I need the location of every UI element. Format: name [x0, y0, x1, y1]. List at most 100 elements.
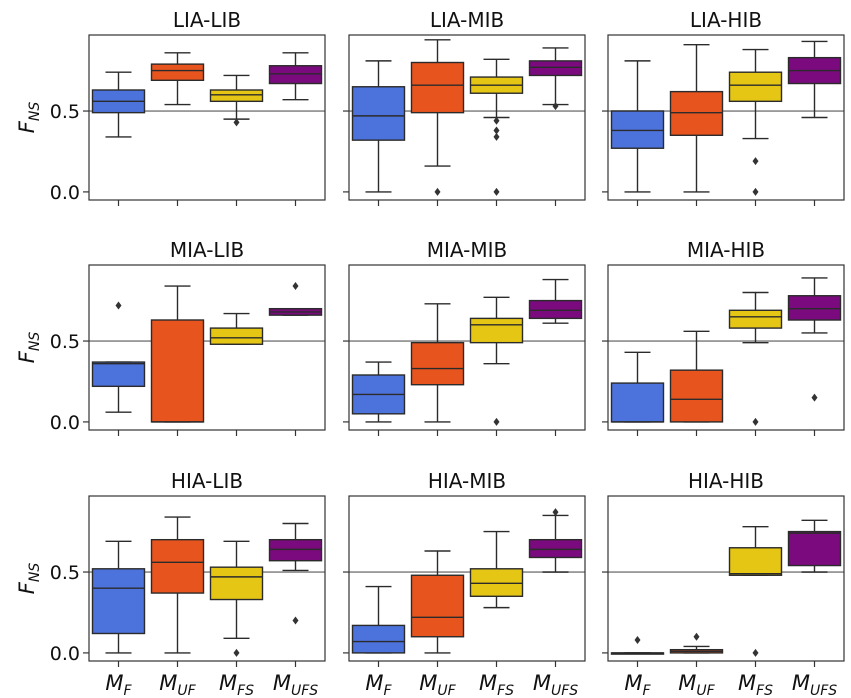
outlier-point: [233, 118, 240, 127]
box-m-ufs: [528, 508, 583, 573]
box-m-fs: [469, 296, 524, 426]
box-m-uf: [669, 330, 724, 423]
outlier-point: [292, 616, 299, 625]
outlier-point: [552, 508, 559, 517]
box-body: [669, 90, 724, 136]
y-axis-label: FNS: [15, 563, 43, 595]
box-body: [351, 624, 406, 654]
box-m-ufs: [528, 47, 583, 111]
outlier-point: [434, 187, 441, 196]
box-m-f: [351, 585, 406, 654]
x-tick-label-main: M: [365, 671, 383, 695]
x-tick-label-sub: UFS: [551, 683, 578, 698]
outlier-point: [752, 187, 759, 196]
x-tick-label: MUF: [678, 671, 715, 698]
x-tick-label-sub: FS: [497, 683, 514, 698]
x-tick-label-main: M: [678, 671, 696, 695]
box-m-ufs: [268, 522, 323, 625]
box-m-ufs: [787, 277, 842, 402]
x-tick-label: MF: [624, 671, 651, 698]
x-tick-label-main: M: [419, 671, 437, 695]
box-body: [150, 319, 205, 423]
x-tick-label-sub: FS: [237, 683, 254, 698]
x-tick-label-main: M: [533, 671, 551, 695]
outlier-point: [493, 132, 500, 141]
x-tick-label-main: M: [105, 671, 123, 695]
panel-frame: [348, 34, 586, 201]
y-axis-label: FNS: [15, 332, 43, 364]
outlier-point: [752, 417, 759, 426]
x-tick-label: MFS: [479, 671, 514, 698]
box-m-fs: [728, 48, 783, 196]
x-tick-label-main: M: [219, 671, 237, 695]
y-axis-label-sub: NS: [27, 332, 43, 351]
box-m-fs: [469, 530, 524, 609]
box-m-ufs: [268, 282, 323, 316]
box-body: [150, 63, 205, 81]
box-body: [610, 382, 665, 423]
box-m-f: [610, 60, 665, 193]
box-body: [410, 574, 465, 638]
y-axis-label-main: F: [15, 350, 39, 363]
box-m-fs: [209, 74, 264, 127]
x-tick-label-main: M: [624, 671, 642, 695]
box-body: [669, 369, 724, 423]
y-tick-label: 0.5: [50, 562, 80, 584]
x-tick-label-main: M: [792, 671, 810, 695]
box-m-f: [351, 361, 406, 423]
box-m-uf: [669, 632, 724, 654]
box-m-fs: [209, 312, 264, 345]
x-tick-label: MUFS: [533, 671, 578, 698]
y-axis-label-sub: NS: [27, 102, 43, 121]
x-tick-label-main: M: [273, 671, 291, 695]
x-tick-label-sub: F: [643, 683, 652, 698]
panel-lia-lib: LIA-LIB 0.0 0.5 FNS: [15, 8, 326, 206]
x-tick-label-sub: UFS: [291, 683, 318, 698]
x-tick-label-main: M: [479, 671, 497, 695]
box-m-f: [610, 635, 665, 655]
box-m-f: [351, 60, 406, 193]
x-tick-label: MUFS: [273, 671, 318, 698]
panel-title: MIA-HIB: [687, 238, 765, 262]
outlier-point: [292, 282, 299, 291]
x-tick-label-sub: UFS: [810, 683, 837, 698]
box-m-fs: [728, 526, 783, 657]
y-axis-label: FNS: [15, 102, 43, 134]
box-body: [91, 361, 146, 388]
box-m-fs: [209, 540, 264, 657]
panel-title: LIA-MIB: [430, 8, 504, 32]
box-body: [528, 60, 583, 77]
outlier-point: [693, 632, 700, 641]
panel-mia-hib: MIA-HIB: [602, 238, 845, 436]
box-body: [728, 71, 783, 103]
y-tick-label: 0.0: [50, 182, 80, 204]
outlier-point: [493, 116, 500, 125]
outlier-point: [233, 648, 240, 657]
y-axis-label-sub: NS: [27, 563, 43, 582]
outlier-point: [115, 301, 122, 310]
panel-lia-mib: LIA-MIB: [343, 8, 586, 206]
outlier-point: [752, 157, 759, 166]
panel-title: MIA-MIB: [427, 238, 508, 262]
panel-title: HIA-HIB: [688, 469, 764, 493]
box-body: [209, 327, 264, 345]
panel-frame: [607, 264, 845, 431]
box-body: [268, 65, 323, 85]
box-body: [728, 309, 783, 329]
box-body: [610, 110, 665, 149]
y-axis-label-main: F: [15, 581, 39, 594]
outlier-point: [493, 417, 500, 426]
x-tick-label: MFS: [738, 671, 773, 698]
outlier-point: [634, 635, 641, 644]
panel-title: LIA-LIB: [173, 8, 241, 32]
box-m-uf: [410, 303, 465, 423]
y-tick-label: 0.5: [50, 331, 80, 353]
box-body: [528, 299, 583, 320]
x-tick-label-main: M: [159, 671, 177, 695]
x-tick-label: MUF: [159, 671, 196, 698]
x-tick-label: MF: [365, 671, 392, 698]
